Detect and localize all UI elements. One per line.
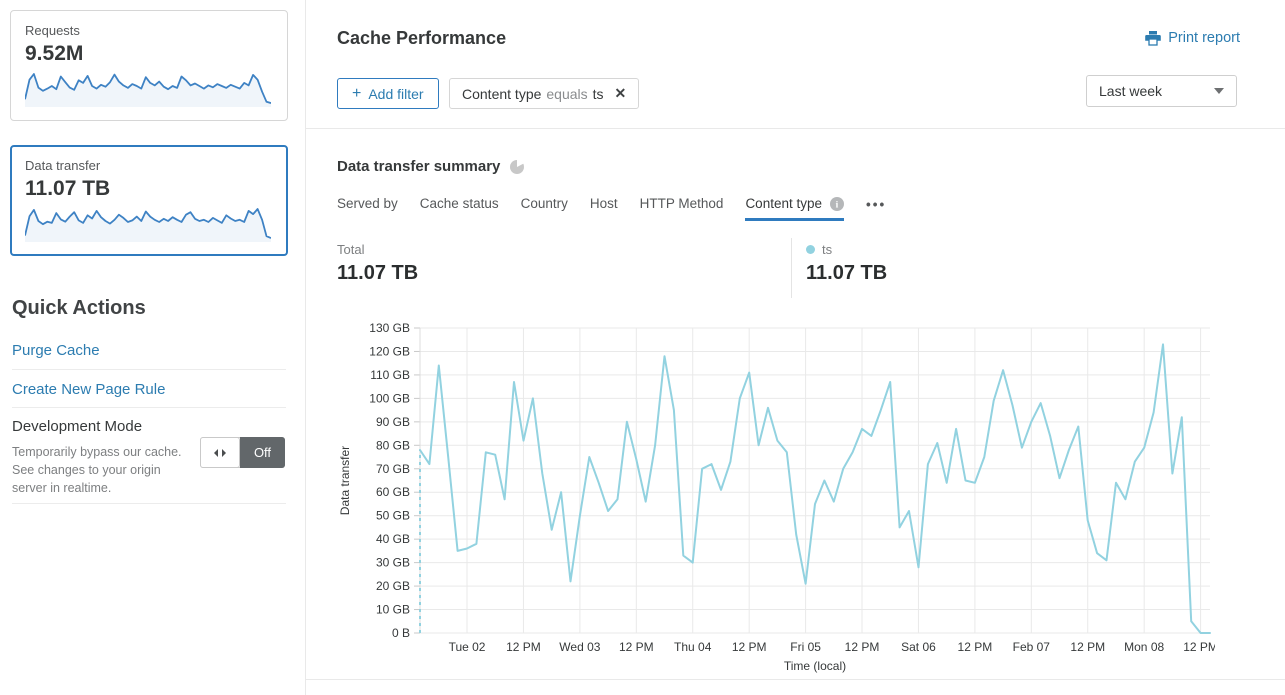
svg-text:120 GB: 120 GB (369, 344, 410, 358)
add-filter-button[interactable]: + Add filter (337, 78, 439, 109)
stats-divider (791, 238, 792, 298)
data-transfer-card-label: Data transfer (25, 158, 101, 173)
svg-text:12 PM: 12 PM (958, 640, 993, 654)
more-tabs-icon[interactable]: ••• (866, 197, 887, 212)
svg-text:100 GB: 100 GB (369, 391, 410, 405)
svg-text:Wed 03: Wed 03 (559, 640, 600, 654)
svg-text:Time (local): Time (local) (784, 659, 846, 673)
svg-text:Sat 06: Sat 06 (901, 640, 936, 654)
add-filter-label: Add filter (368, 85, 424, 102)
printer-icon (1145, 30, 1162, 46)
toggle-state-label: Off (240, 437, 285, 468)
series-name: ts (822, 242, 833, 257)
svg-text:12 PM: 12 PM (506, 640, 541, 654)
summary-title: Data transfer summary (337, 158, 501, 175)
svg-text:12 PM: 12 PM (619, 640, 654, 654)
sidebar-divider (12, 503, 286, 504)
svg-text:90 GB: 90 GB (376, 415, 410, 429)
data-transfer-card-value: 11.07 TB (25, 177, 111, 200)
development-mode-title: Development Mode (12, 418, 143, 435)
sidebar: Requests 9.52M Data transfer 11.07 TB Qu… (0, 0, 306, 695)
tab-country[interactable]: Country (520, 196, 568, 211)
svg-text:10 GB: 10 GB (376, 603, 410, 617)
plus-icon: + (352, 84, 362, 102)
requests-sparkline (25, 73, 271, 107)
remove-filter-icon[interactable]: ✕ (614, 85, 627, 101)
summary-tabs: Served by Cache status Country Host HTTP… (337, 196, 886, 221)
filter-field: Content type (462, 85, 542, 102)
pie-chart-icon (510, 159, 525, 174)
info-icon[interactable]: i (830, 196, 844, 211)
requests-card-value: 9.52M (25, 42, 84, 65)
svg-text:12 PM: 12 PM (845, 640, 880, 654)
svg-text:12 PM: 12 PM (732, 640, 767, 654)
total-value: 11.07 TB (337, 262, 419, 284)
svg-text:Data transfer: Data transfer (338, 446, 352, 515)
data-transfer-sparkline (25, 208, 271, 242)
svg-text:Thu 04: Thu 04 (674, 640, 712, 654)
filter-value: ts (592, 85, 604, 102)
filter-operator: equals (546, 85, 588, 102)
svg-text:60 GB: 60 GB (376, 485, 410, 499)
print-report-link[interactable]: Print report (1145, 30, 1240, 46)
requests-card-label: Requests (25, 23, 80, 38)
time-range-select[interactable]: Last week (1086, 75, 1237, 107)
development-mode-description: Temporarily bypass our cache. See change… (12, 445, 182, 495)
svg-text:Feb 07: Feb 07 (1013, 640, 1051, 654)
sidebar-divider (12, 407, 286, 408)
legend-dot (806, 245, 815, 254)
tab-http-method[interactable]: HTTP Method (639, 196, 724, 211)
svg-text:40 GB: 40 GB (376, 532, 410, 546)
quick-actions-title: Quick Actions (12, 297, 146, 319)
left-right-arrows-icon (214, 448, 226, 457)
toggle-knob[interactable] (200, 437, 240, 468)
tab-host[interactable]: Host (589, 196, 618, 211)
svg-text:Tue 02: Tue 02 (449, 640, 486, 654)
svg-text:50 GB: 50 GB (376, 509, 410, 523)
total-stat: Total 11.07 TB (337, 242, 418, 285)
svg-text:12 PM: 12 PM (1070, 640, 1105, 654)
bottom-divider (306, 679, 1285, 680)
svg-text:12 PM: 12 PM (1183, 640, 1215, 654)
time-range-value: Last week (1099, 83, 1163, 99)
svg-text:20 GB: 20 GB (376, 579, 410, 593)
filter-chip[interactable]: Content type equals ts ✕ (449, 78, 640, 109)
page-title: Cache Performance (337, 28, 507, 48)
purge-cache-link[interactable]: Purge Cache (12, 342, 100, 359)
data-transfer-chart: 0 B 10 GB 20 GB 30 GB 40 GB 50 GB 60 GB 70 GB 80… (338, 321, 1215, 673)
series-stat: ts 11.07 TB (806, 242, 887, 285)
create-page-rule-link[interactable]: Create New Page Rule (12, 381, 166, 398)
tab-served-by[interactable]: Served by (337, 196, 398, 211)
tab-content-type[interactable]: Content type i (745, 196, 844, 221)
summary-title-row: Data transfer summary (337, 158, 525, 175)
header-divider (306, 128, 1285, 129)
requests-metric-card[interactable]: Requests 9.52M (10, 10, 288, 121)
svg-text:130 GB: 130 GB (369, 321, 410, 335)
sidebar-divider (12, 369, 286, 370)
svg-text:0 B: 0 B (392, 626, 410, 640)
svg-text:Mon 08: Mon 08 (1124, 640, 1164, 654)
series-value: 11.07 TB (806, 262, 888, 284)
data-transfer-metric-card[interactable]: Data transfer 11.07 TB (10, 145, 288, 256)
development-mode-toggle[interactable]: Off (200, 437, 285, 468)
caret-down-icon (1214, 88, 1224, 94)
svg-text:30 GB: 30 GB (376, 556, 410, 570)
tab-cache-status[interactable]: Cache status (419, 196, 499, 211)
svg-text:Fri 05: Fri 05 (790, 640, 821, 654)
svg-text:110 GB: 110 GB (370, 368, 410, 382)
print-report-label: Print report (1168, 30, 1240, 46)
svg-text:70 GB: 70 GB (376, 462, 410, 476)
svg-text:i: i (836, 200, 839, 210)
total-label: Total (337, 242, 365, 257)
svg-text:80 GB: 80 GB (376, 438, 410, 452)
